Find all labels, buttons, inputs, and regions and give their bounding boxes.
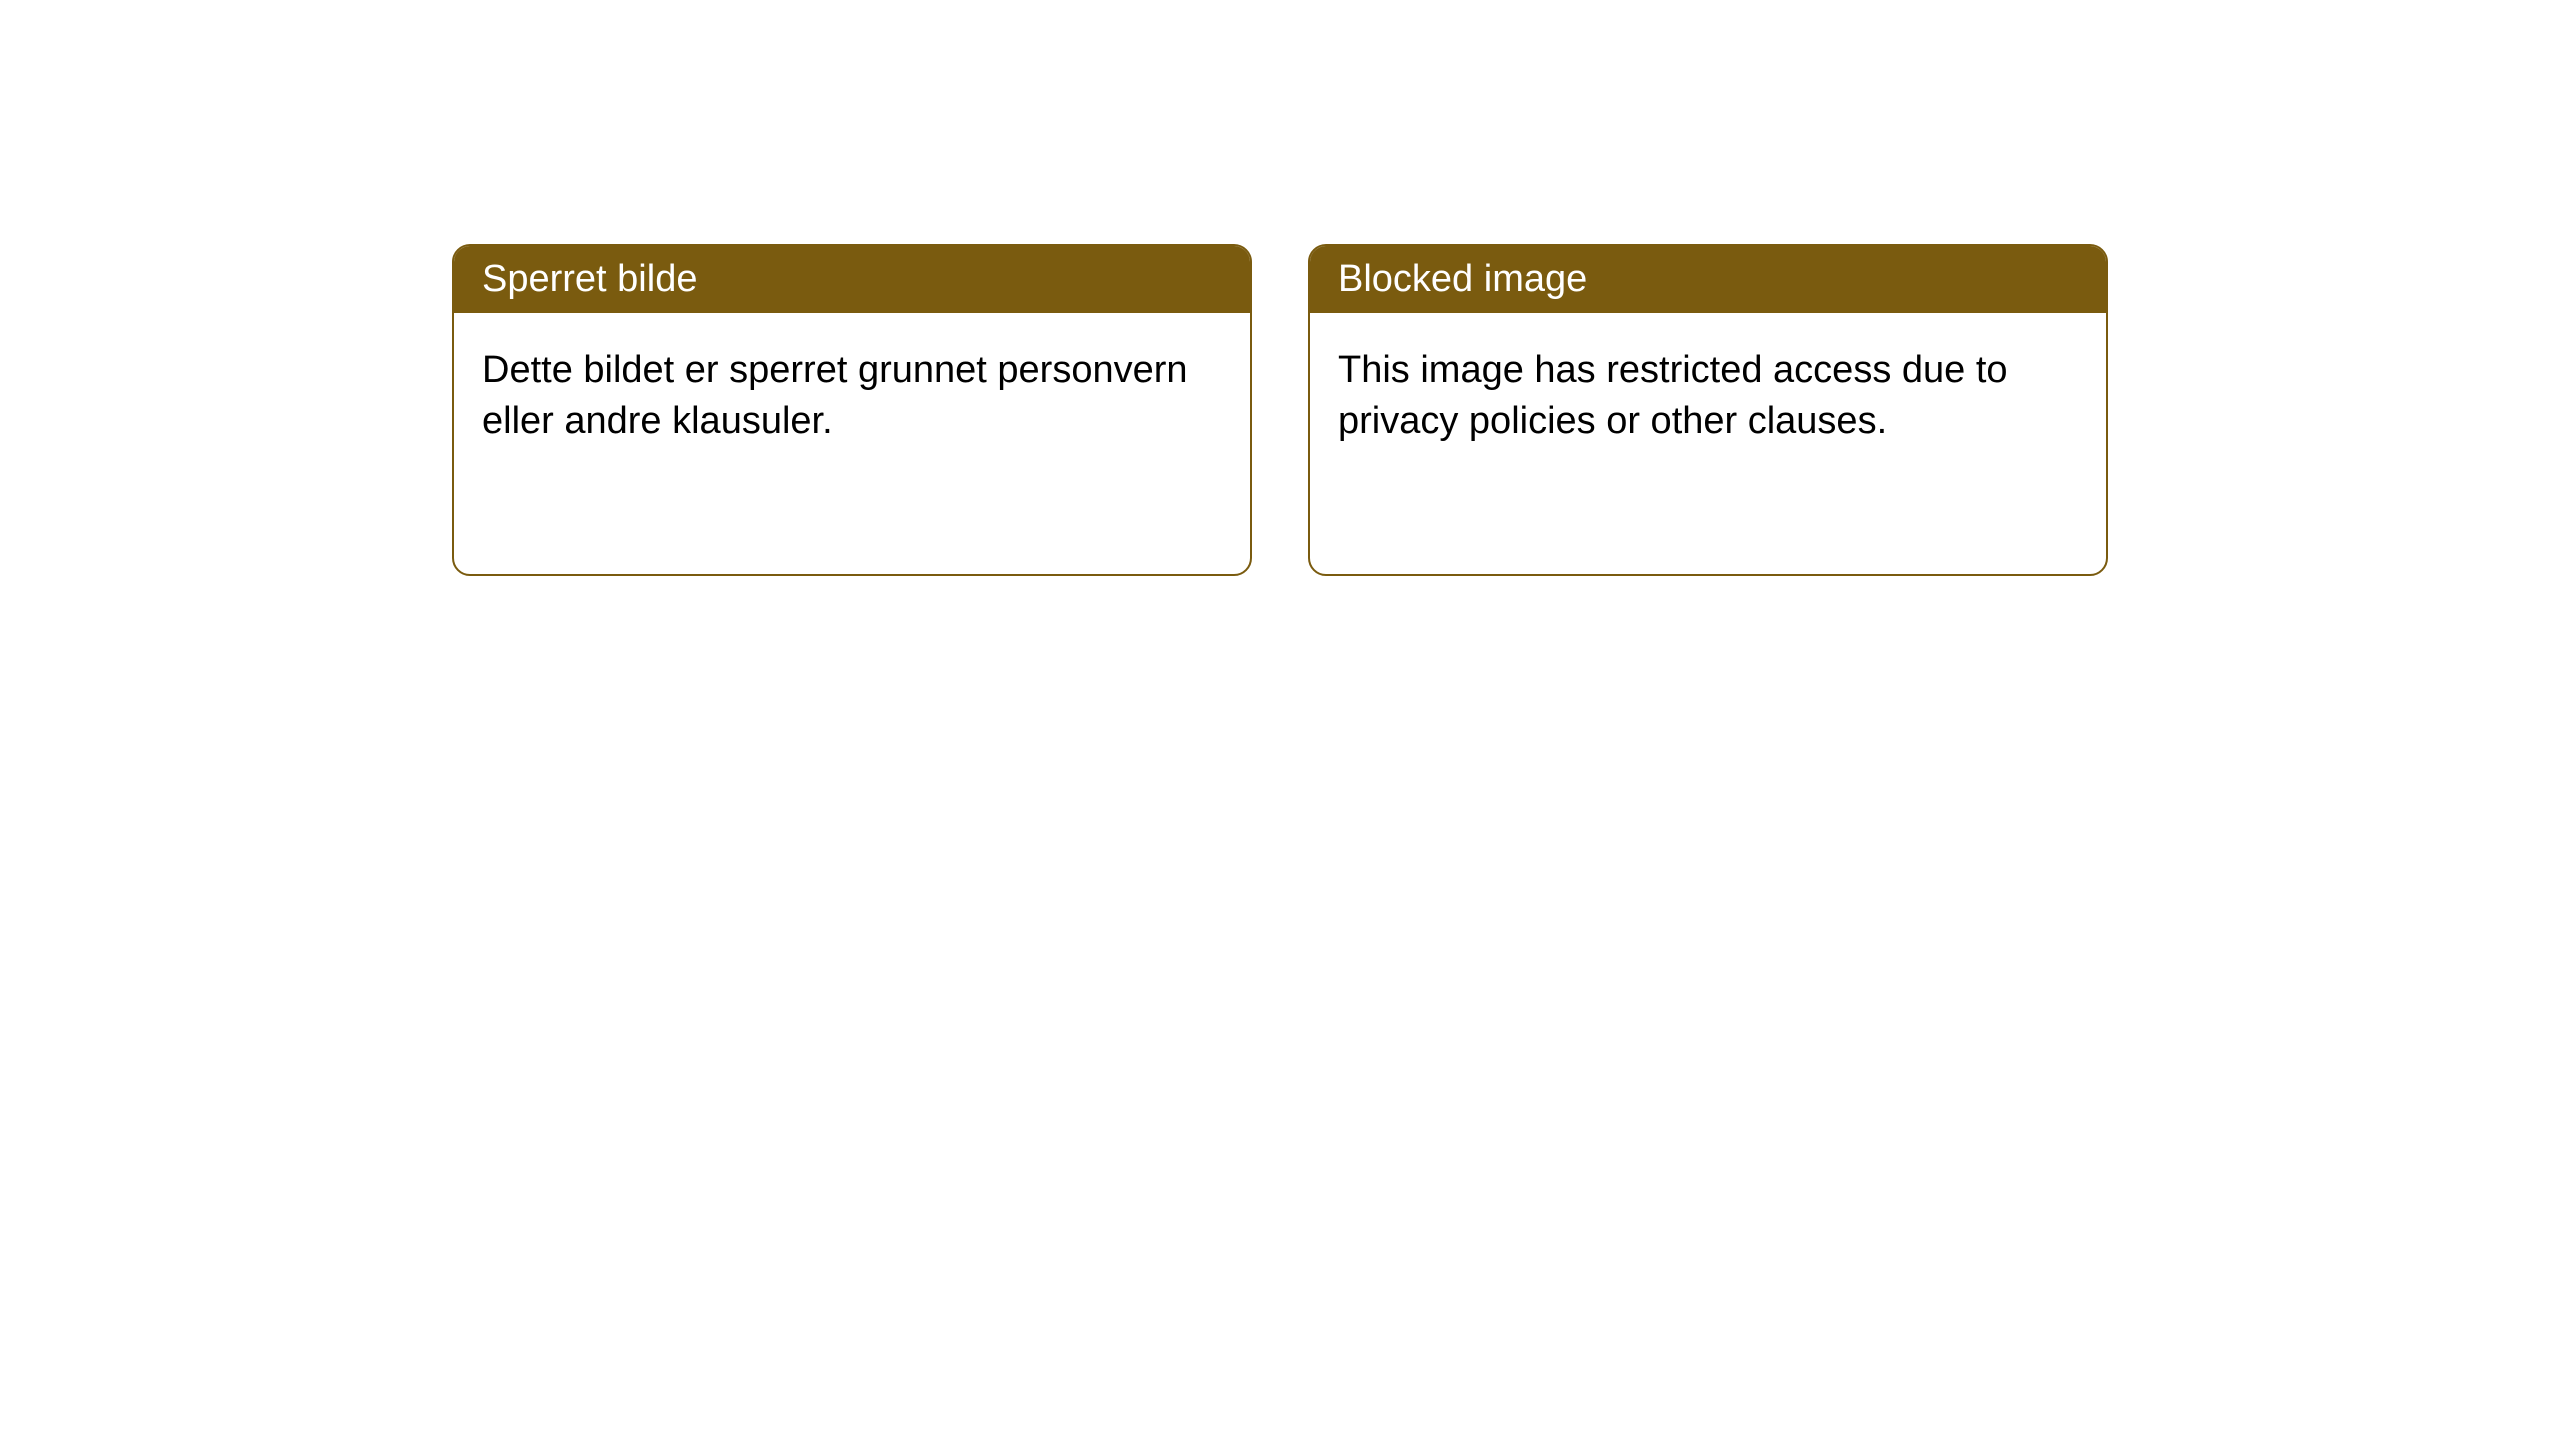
blocked-image-notice-container: Sperret bilde Dette bildet er sperret gr… xyxy=(0,0,2560,576)
panel-body-english: This image has restricted access due to … xyxy=(1310,313,2106,480)
blocked-image-panel-norwegian: Sperret bilde Dette bildet er sperret gr… xyxy=(452,244,1252,576)
panel-header-english: Blocked image xyxy=(1310,246,2106,313)
blocked-image-panel-english: Blocked image This image has restricted … xyxy=(1308,244,2108,576)
panel-header-norwegian: Sperret bilde xyxy=(454,246,1250,313)
panel-body-norwegian: Dette bildet er sperret grunnet personve… xyxy=(454,313,1250,480)
